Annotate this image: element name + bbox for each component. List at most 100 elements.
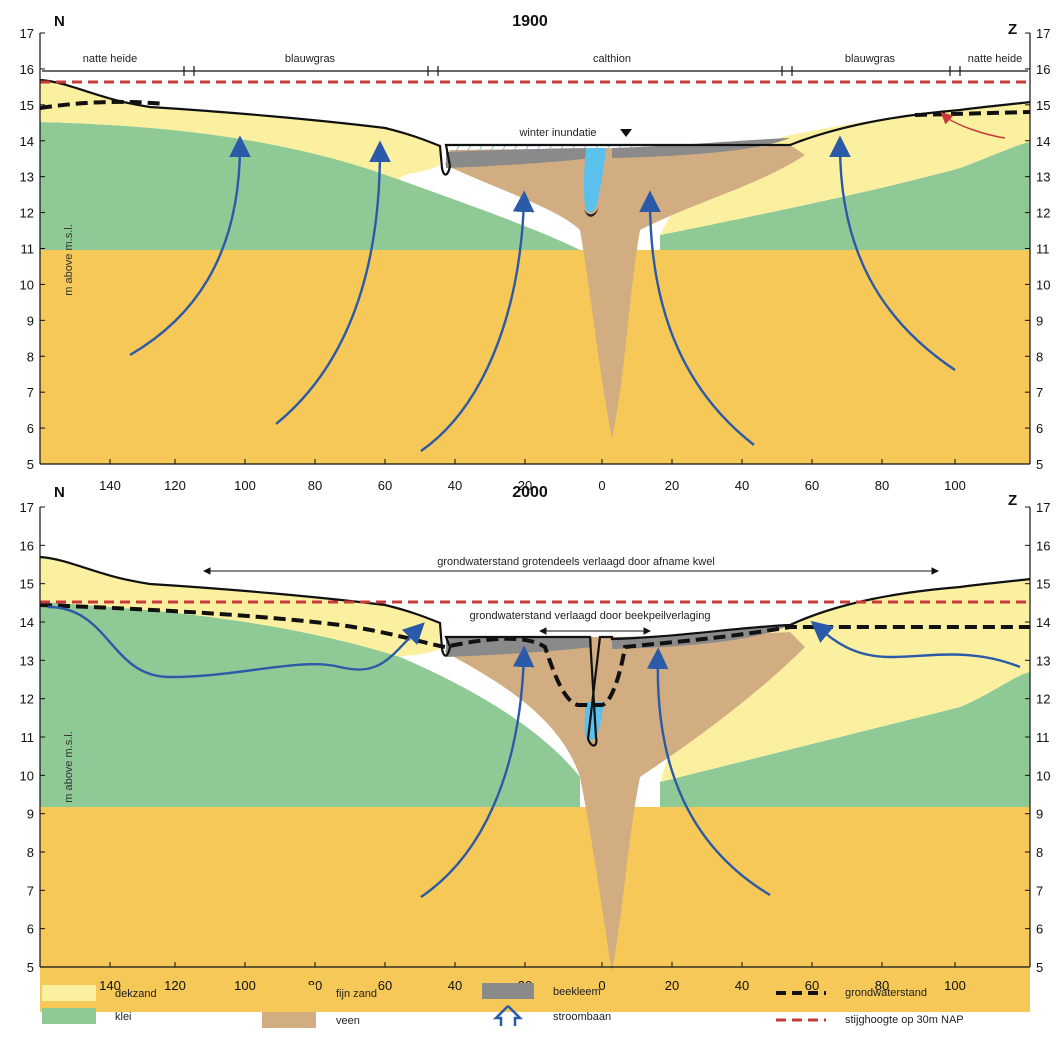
y-tick-label: 9 — [27, 313, 34, 328]
legend-label-beekleem: beekleem — [553, 986, 601, 998]
layer-dekzand-left-2 — [40, 557, 440, 657]
x-tick-label: 60 — [378, 978, 392, 993]
legend-label-klei: klei — [115, 1011, 132, 1023]
flow-arrow-3 — [420, 190, 535, 452]
y-tick-label: 14 — [20, 615, 34, 630]
water-level-marker — [620, 129, 632, 137]
layer-klei-right-2 — [660, 672, 1030, 807]
y-tick-label: 13 — [20, 170, 34, 185]
flow-arrow-2000-4 — [810, 620, 1021, 669]
y-tick-label: 7 — [27, 883, 34, 898]
panel-title-1900: 1900 — [512, 13, 548, 30]
flow-arrow-5 — [829, 135, 956, 371]
layer-klei-right — [660, 142, 1030, 250]
y-axis-label-2: m above m.s.l. — [63, 731, 75, 803]
legend-label-veen: veen — [336, 1015, 360, 1027]
legend-label-fijn-zand: fijn zand — [336, 988, 377, 1000]
x-tick-label: 40 — [448, 478, 462, 493]
y-tick-label: 14 — [20, 134, 34, 149]
surface-line-1900 — [39, 78, 1031, 176]
y-tick-label: 8 — [1036, 349, 1043, 364]
compass-north-2: N — [54, 484, 65, 501]
red-flow-arrow — [940, 111, 1006, 139]
y-tick-label: 10 — [1036, 277, 1050, 292]
layer-fijn-zand-2 — [40, 807, 1030, 1012]
y-tick-label: 16 — [1036, 62, 1050, 77]
x-tick-label: 120 — [164, 478, 186, 493]
flow-arrow-1 — [129, 135, 251, 357]
x-tick-label: 80 — [875, 978, 889, 993]
x-tick-label: 60 — [378, 478, 392, 493]
y-tick-label: 5 — [27, 960, 34, 975]
compass-north-1: N — [54, 13, 65, 30]
y-tick-label: 9 — [1036, 313, 1043, 328]
y-tick-label: 12 — [20, 206, 34, 221]
legend-label-dekzand: dekzand — [115, 988, 157, 1000]
layer-veen-2 — [445, 632, 805, 972]
y-tick-label: 11 — [1036, 730, 1050, 745]
stream-water — [583, 148, 606, 213]
layer-beekleem — [446, 148, 592, 168]
y-tick-label: 12 — [20, 692, 34, 707]
y-tick-label: 6 — [1036, 421, 1043, 436]
x-tick-label: 40 — [448, 978, 462, 993]
kwel-label: grondwaterstand grotendeels verlaagd doo… — [437, 556, 715, 568]
y-tick-label: 5 — [27, 457, 34, 472]
y-tick-label: 7 — [1036, 385, 1043, 400]
layer-klei-left — [40, 122, 580, 250]
winter-inundatie-label: winter inundatie — [518, 127, 596, 139]
x-tick-label: 120 — [164, 978, 186, 993]
flow-arrow-2000-3 — [646, 647, 771, 897]
groundwater-line-1900-right — [914, 110, 1031, 117]
x-tick-label: 80 — [875, 478, 889, 493]
layer-dekzand-right-2 — [660, 579, 1030, 782]
x-tick-label: 60 — [805, 978, 819, 993]
y-tick-label: 7 — [1036, 883, 1043, 898]
groundwater-line-2000 — [39, 603, 1030, 707]
layer-dekzand-left — [40, 80, 440, 180]
legend-label-stijghoogte: stijghoogte op 30m NAP — [845, 1014, 964, 1026]
x-tick-label: 20 — [665, 478, 679, 493]
y-tick-label: 5 — [1036, 960, 1043, 975]
y-tick-label: 15 — [1036, 98, 1050, 113]
y-tick-label: 16 — [20, 538, 34, 553]
y-axis-label-1: m above m.s.l. — [63, 224, 75, 296]
x-tick-label: 20 — [665, 978, 679, 993]
y-tick-label: 15 — [20, 98, 34, 113]
y-tick-label: 6 — [1036, 922, 1043, 937]
y-tick-label: 8 — [27, 845, 34, 860]
y-tick-label: 7 — [27, 385, 34, 400]
stream-bed — [583, 206, 599, 217]
y-tick-label: 17 — [1036, 26, 1050, 41]
y-tick-label: 5 — [1036, 457, 1043, 472]
y-tick-label: 16 — [1036, 538, 1050, 553]
stroombaan-icon — [492, 1005, 524, 1026]
x-tick-label: 40 — [735, 478, 749, 493]
legend-swatch-beekleem — [482, 983, 534, 999]
y-tick-label: 9 — [27, 807, 34, 822]
zone-ticks — [183, 66, 961, 76]
y-tick-label: 6 — [27, 922, 34, 937]
x-tick-label: 100 — [234, 978, 256, 993]
legend-swatch-klei — [42, 1008, 96, 1024]
y-tick-label: 15 — [1036, 577, 1050, 592]
legend: dekzand klei fijn zand veen beekleem str… — [42, 983, 964, 1028]
y-tick-label: 11 — [21, 242, 35, 257]
panel-title-2000: 2000 — [512, 484, 548, 501]
y-tick-label: 17 — [20, 26, 34, 41]
y-tick-label: 16 — [20, 62, 34, 77]
y-tick-label: 11 — [21, 730, 35, 745]
panel-1900: natte heide blauwgras calthion blauwgras… — [39, 13, 1031, 465]
x-tick-label: 140 — [99, 978, 121, 993]
layer-klei-left-2 — [40, 602, 580, 807]
beekpeil-label: grondwaterstand verlaagd door beekpeilve… — [470, 610, 711, 622]
legend-swatch-veen — [262, 1012, 316, 1028]
layer-fijn-zand — [40, 250, 1030, 464]
axis-ticks: 17 17 16 16 15 15 14 14 13 13 12 12 11 11 10 10 9 9 8 8 7 7 6 6… — [20, 26, 1051, 993]
y-tick-label: 17 — [20, 500, 34, 515]
x-tick-label: 0 — [598, 478, 605, 493]
y-tick-label: 12 — [1036, 206, 1050, 221]
x-tick-label: 40 — [735, 978, 749, 993]
y-tick-label: 14 — [1036, 615, 1050, 630]
y-tick-label: 13 — [1036, 170, 1050, 185]
